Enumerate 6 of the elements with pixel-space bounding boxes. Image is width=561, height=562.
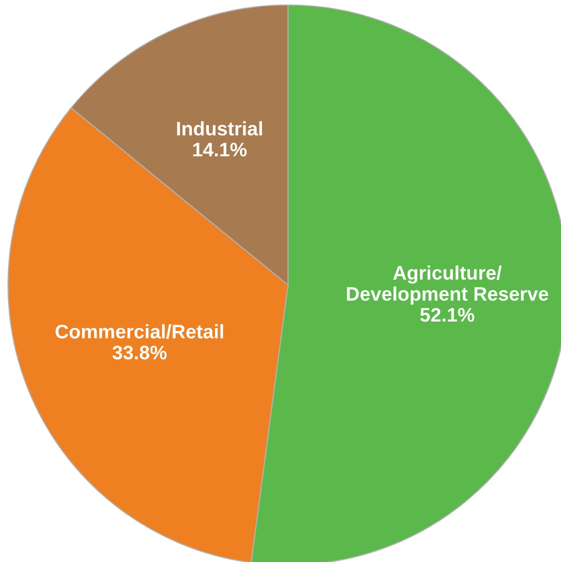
data-label: 52.1% [420, 308, 474, 322]
data-label: 33.8% [112, 346, 167, 360]
data-label: 14.1% [193, 142, 247, 156]
slice-label: Agriculture/ Development Reserve [346, 265, 548, 305]
slice-label: Commercial/Retail [56, 324, 224, 339]
slice-label: Industrial [177, 121, 262, 136]
